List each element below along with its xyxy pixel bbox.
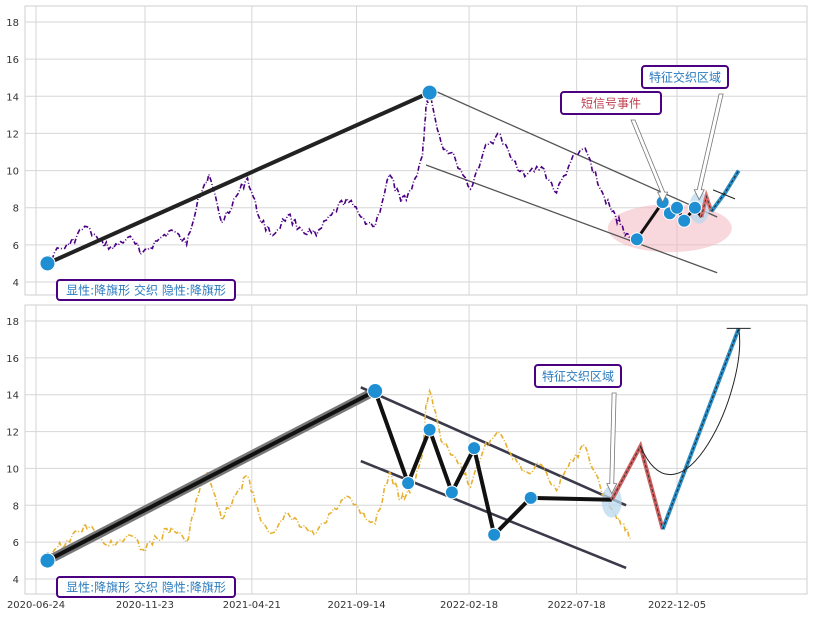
callout-arrow xyxy=(630,119,669,204)
pivot-point xyxy=(444,485,459,500)
channel-lower-line xyxy=(425,164,718,274)
projection-red xyxy=(611,444,664,530)
x-tick-label: 2020-11-23 xyxy=(116,600,174,611)
pivot-point xyxy=(677,213,692,228)
projection-blue xyxy=(710,170,740,212)
annotation-box xyxy=(56,576,236,598)
callout-arrow xyxy=(606,392,618,495)
price-series-line xyxy=(40,388,631,565)
projection-arc xyxy=(639,328,741,476)
pivot-point xyxy=(523,490,538,505)
x-tick-label: 2021-09-14 xyxy=(327,600,385,611)
pivot-point xyxy=(629,232,644,247)
plot-area xyxy=(24,304,808,595)
target-marker xyxy=(712,189,736,200)
x-tick-label: 2021-04-21 xyxy=(223,600,281,611)
projection-red xyxy=(700,194,712,218)
pivot-point xyxy=(670,200,684,215)
y-tick-label: 18 xyxy=(6,18,19,29)
panel-bottom: 4 6 8 10 12 14 16 18 2020-06-24 2020-11-23 2021-04… xyxy=(6,304,808,611)
y-tick-label: 8 xyxy=(13,204,19,215)
annotation-box xyxy=(56,279,236,301)
pivot-point xyxy=(687,200,702,215)
y-tick-label: 12 xyxy=(6,428,19,439)
annotation-box xyxy=(641,65,729,89)
annotation-label: 特征交织区域 xyxy=(542,369,614,384)
x-tick-label: 2022-02-18 xyxy=(440,600,498,611)
y-tick-label: 14 xyxy=(6,391,19,402)
pivot-point xyxy=(422,422,437,437)
price-series-line xyxy=(40,90,632,270)
y-tick-label: 4 xyxy=(13,278,19,289)
pattern-line xyxy=(46,389,377,563)
y-tick-label: 4 xyxy=(13,575,19,586)
annotation-label: 显性:降旗形 交织 隐性:降旗形 xyxy=(66,580,226,595)
x-tick-label: 2022-07-18 xyxy=(548,600,606,611)
y-tick-label: 14 xyxy=(6,92,19,103)
y-tick-label: 8 xyxy=(13,501,19,512)
x-tick-label: 2022-12-05 xyxy=(648,600,706,611)
pivot-point xyxy=(39,552,56,569)
signal-path xyxy=(373,390,612,539)
pattern-line xyxy=(46,90,431,266)
y-tick-label: 12 xyxy=(6,129,19,140)
projection-blue xyxy=(662,328,740,530)
annotation-label: 短信号事件 xyxy=(581,97,641,111)
pivot-point xyxy=(367,383,384,400)
pivot-point xyxy=(421,84,438,101)
y-tick-label: 6 xyxy=(13,538,19,549)
pivot-point xyxy=(487,527,502,542)
pivot-point xyxy=(401,476,416,491)
annotation-box xyxy=(560,91,662,115)
pivot-point xyxy=(39,255,56,272)
callout-arrow xyxy=(693,93,724,201)
annotation-label: 特征交织区域 xyxy=(649,70,721,85)
y-tick-label: 16 xyxy=(6,55,19,66)
y-tick-label: 18 xyxy=(6,317,19,328)
channel-upper-line xyxy=(360,386,627,507)
y-tick-label: 10 xyxy=(6,464,19,475)
y-tick-label: 16 xyxy=(6,354,19,365)
y-tick-label: 10 xyxy=(6,167,19,178)
channel-upper-line xyxy=(425,86,718,218)
y-tick-label: 6 xyxy=(13,241,19,252)
pivot-point xyxy=(467,441,482,456)
annotation-label: 显性:降旗形 交织 隐性:降旗形 xyxy=(66,283,226,298)
annotation-box xyxy=(534,364,622,388)
x-tick-label: 2020-06-24 xyxy=(7,600,65,611)
